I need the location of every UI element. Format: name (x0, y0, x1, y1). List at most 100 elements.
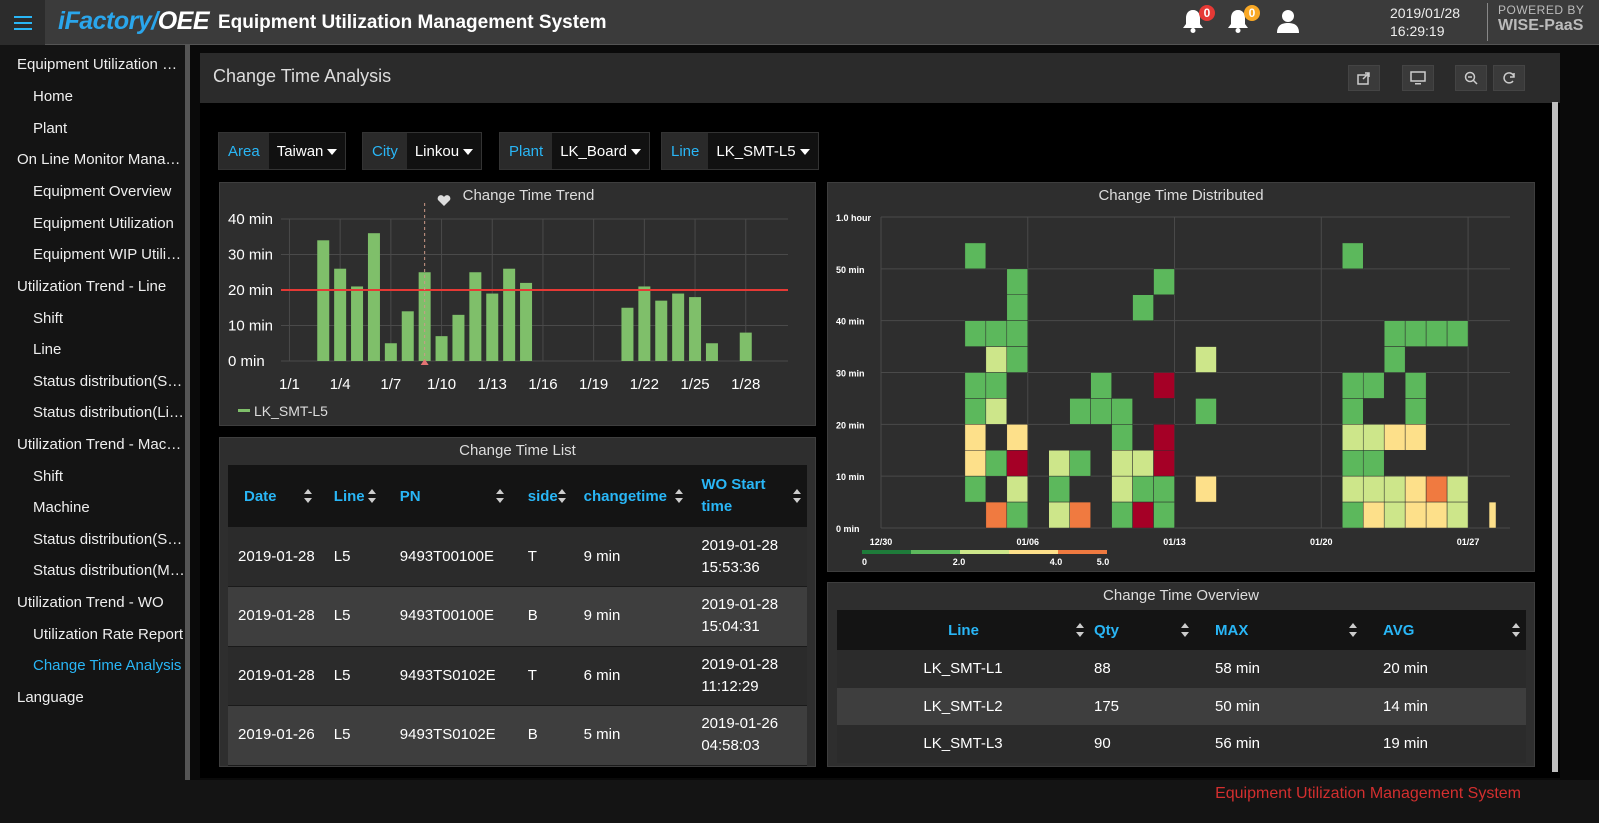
table-row[interactable]: 2019-01-28 L5 9493T00100E B 9 min 2019-01-28 … (228, 586, 807, 646)
bar[interactable] (689, 297, 702, 361)
heatmap-cell[interactable] (1404, 372, 1427, 399)
bar[interactable] (503, 268, 516, 361)
heatmap-cell[interactable] (1006, 294, 1029, 321)
sidebar-item[interactable]: Utilization Trend - Line (17, 277, 167, 295)
heatmap-cell[interactable] (1342, 450, 1364, 477)
table-row[interactable]: 2019-01-28 L5 9493TS0102E T 6 min 2019-01-28 … (228, 646, 807, 706)
heatmap-cell[interactable] (1153, 450, 1175, 477)
table-row[interactable]: LK_SMT-L2 175 50 min 14 min (837, 687, 1526, 725)
heatmap-cell[interactable] (1425, 475, 1448, 503)
heatmap-cell[interactable] (1048, 450, 1070, 477)
heatmap-cell[interactable] (1362, 450, 1385, 477)
bar[interactable] (621, 307, 634, 361)
heatmap-cell[interactable] (1048, 501, 1070, 529)
display-mode-button[interactable] (1402, 65, 1434, 91)
heatmap-cell[interactable] (1006, 450, 1029, 477)
bar[interactable] (384, 343, 397, 361)
heatmap-cell[interactable] (1404, 475, 1427, 503)
sidebar-item[interactable]: Utilization Trend - Machine (17, 435, 185, 453)
bar[interactable] (418, 272, 431, 361)
heatmap-cell[interactable] (1195, 475, 1217, 503)
heatmap-cell[interactable] (1153, 501, 1175, 529)
heatmap-cell[interactable] (1153, 424, 1175, 451)
heatmap-cell[interactable] (1446, 501, 1469, 529)
bar[interactable] (401, 311, 414, 361)
bar[interactable] (351, 286, 364, 361)
heatmap-cell[interactable] (985, 398, 1008, 425)
heatmap-cell[interactable] (1006, 424, 1029, 451)
bar[interactable] (739, 332, 752, 361)
page-scrollbar-thumb[interactable] (1552, 102, 1558, 772)
heatmap-cell[interactable] (1362, 424, 1385, 451)
filter-plant-select[interactable]: LK_Board (552, 133, 649, 169)
heatmap-cell[interactable] (1111, 475, 1133, 503)
bar[interactable] (435, 336, 448, 361)
heatmap-cell[interactable] (1383, 346, 1406, 373)
column-header-max[interactable]: MAX (1195, 610, 1363, 650)
heatmap-cell[interactable] (1342, 424, 1364, 451)
heatmap-cell[interactable] (1404, 501, 1427, 529)
heatmap-cell[interactable] (964, 372, 987, 399)
heatmap-cell[interactable] (1342, 501, 1364, 529)
heatmap-cell[interactable] (1132, 294, 1154, 321)
heatmap-cell[interactable] (964, 398, 987, 425)
share-button[interactable] (1348, 65, 1380, 91)
notification-alarm-button[interactable]: 0 (1182, 5, 1215, 36)
heatmap-cell[interactable] (964, 450, 987, 477)
heatmap-cell[interactable] (1404, 320, 1427, 347)
sidebar-item[interactable]: Machine (33, 499, 90, 516)
column-header-side[interactable]: side (510, 465, 572, 527)
heatmap-cell[interactable] (985, 320, 1008, 347)
column-header-pn[interactable]: PN (382, 465, 510, 527)
filter-line-select[interactable]: LK_SMT-L5 (708, 133, 818, 169)
column-header-avg[interactable]: AVG (1363, 610, 1526, 650)
table-row[interactable]: 2019-01-28 L5 9493T00100E T 9 min 2019-01-28 … (228, 527, 807, 587)
table-row[interactable]: LK_SMT-L3 90 56 min 19 min (837, 725, 1526, 763)
heatmap-cell[interactable] (1383, 424, 1406, 451)
heatmap-cell[interactable] (964, 475, 987, 503)
bar[interactable] (672, 293, 685, 361)
heatmap-cell[interactable] (1153, 372, 1175, 399)
bar[interactable] (520, 282, 533, 361)
heatmap-cell[interactable] (1069, 450, 1091, 477)
heatmap-cell[interactable] (1006, 268, 1029, 296)
heatmap-cell[interactable] (1111, 398, 1133, 425)
sidebar-item[interactable]: Equipment Utilization (33, 214, 174, 232)
heatmap-cell[interactable] (1342, 242, 1364, 270)
heatmap-cell[interactable] (1069, 501, 1091, 529)
column-header-wo-start-time[interactable]: WO Start time (689, 465, 807, 527)
heatmap-cell[interactable] (1425, 320, 1448, 347)
bar[interactable] (469, 272, 482, 361)
heatmap-cell[interactable] (1111, 424, 1133, 451)
heatmap-cell[interactable] (1342, 475, 1364, 503)
heatmap-cell[interactable] (1362, 475, 1385, 503)
sidebar-item[interactable]: Shift (33, 467, 64, 485)
heatmap-cell[interactable] (1383, 320, 1406, 347)
bar[interactable] (486, 293, 499, 361)
sidebar-item[interactable]: On Line Monitor Management (17, 151, 185, 168)
bar[interactable] (367, 233, 380, 361)
change-time-trend-chart[interactable]: 0 min 10 min 20 min 30 min 40 min 1/1 1/4 1/7 1/… (220, 183, 817, 427)
heatmap-cell[interactable] (1383, 475, 1406, 503)
heatmap-cell[interactable] (985, 501, 1008, 529)
sidebar-item[interactable]: Line (33, 341, 62, 358)
heatmap-cell[interactable] (1069, 398, 1091, 425)
heatmap-cell[interactable] (1342, 398, 1364, 425)
change-time-distributed-chart[interactable]: 0 min 10 min 20 min 30 min 40 min 50 min 1.0 h… (828, 183, 1536, 573)
sidebar-item[interactable]: Status distribution(Shift) (33, 530, 185, 548)
column-header-qty[interactable]: Qty (1090, 610, 1195, 650)
legend-label[interactable]: LK_SMT-L5 (254, 403, 328, 419)
sidebar-item[interactable]: Language (17, 688, 84, 706)
sidebar-item[interactable]: Utilization Rate Report (33, 625, 184, 643)
heatmap-cell[interactable] (964, 424, 987, 451)
heatmap-cell[interactable] (964, 320, 987, 347)
column-header-date[interactable]: Date (228, 465, 318, 527)
refresh-button[interactable] (1493, 65, 1525, 91)
heatmap-cell[interactable] (1111, 450, 1133, 477)
heatmap-cell[interactable] (1006, 501, 1029, 529)
user-button[interactable] (1276, 8, 1302, 36)
zoom-out-button[interactable] (1455, 65, 1487, 91)
sidebar-item[interactable]: Equipment Overview (33, 183, 172, 200)
table-row[interactable]: LK_SMT-L1 88 58 min 20 min (837, 650, 1526, 688)
heatmap-cell[interactable] (985, 372, 1008, 399)
